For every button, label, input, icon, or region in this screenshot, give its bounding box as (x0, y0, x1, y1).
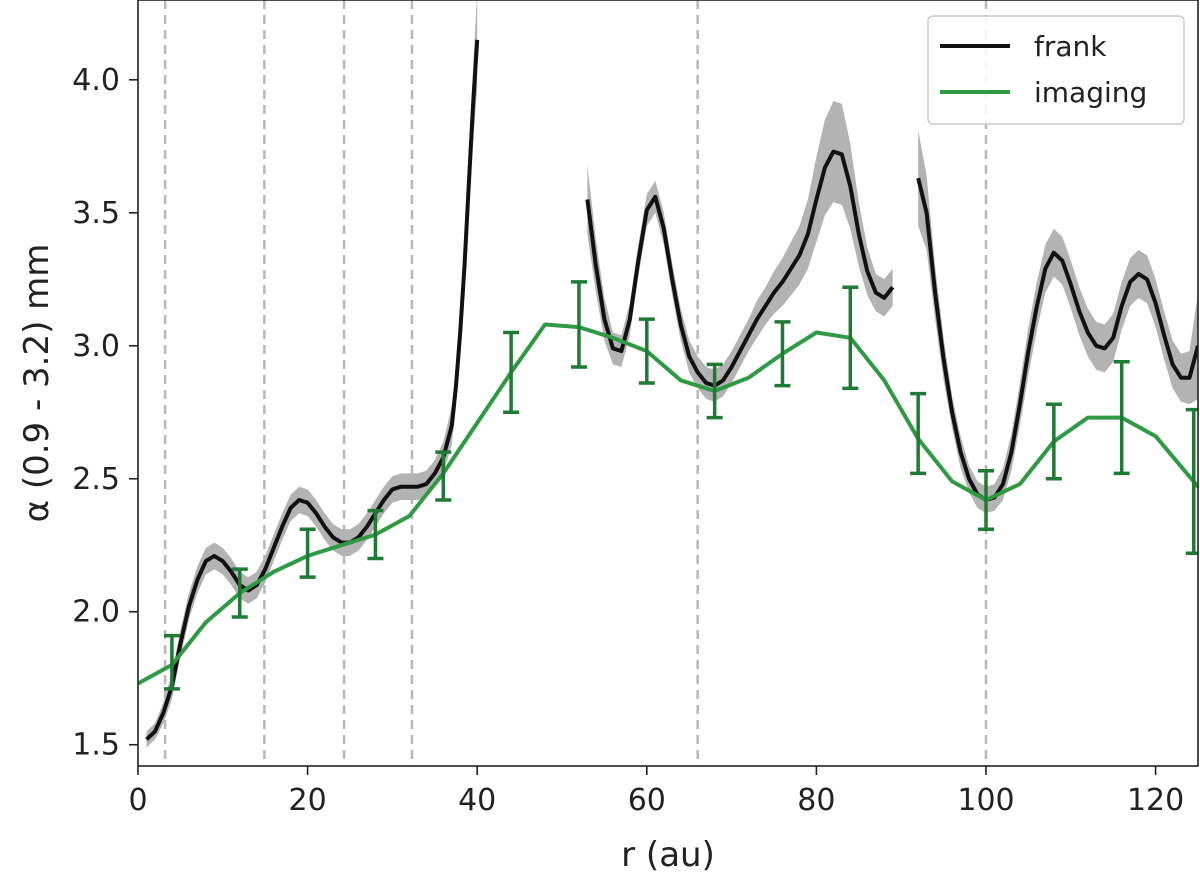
ring-gap-vertical-lines (163, 0, 988, 766)
errorbar-1 (231, 567, 248, 619)
y-tick-label-5: 4.0 (72, 63, 120, 98)
y-axis: 1.5 2.0 2.5 3.0 3.5 4.0 (72, 63, 138, 763)
errorbar-12 (978, 469, 994, 532)
errorbar-7 (638, 317, 655, 385)
plot-frame (137, 0, 1199, 767)
legend-box (927, 15, 1185, 125)
x-axis: 0 20 40 60 80 100 120 (128, 766, 1184, 818)
frank-band-1 (587, 101, 893, 402)
errorbar-11 (910, 391, 927, 476)
imaging-series (138, 322, 1198, 686)
errorbar-3 (367, 508, 384, 561)
y-tick-label-0: 1.5 (72, 728, 120, 763)
frank-line-2 (916, 177, 1198, 502)
y-tick-label-3: 3.0 (72, 329, 120, 364)
x-tick-label-1: 20 (289, 783, 327, 818)
errorbar-13 (1045, 402, 1062, 481)
frank-band-0 (146, 0, 478, 748)
errorbar-2 (299, 527, 316, 579)
x-axis-label: r (au) (621, 835, 715, 874)
x-tick-label-5: 100 (957, 783, 1014, 818)
x-tick-label-3: 60 (628, 783, 666, 818)
errorbar-8 (706, 362, 723, 420)
errorbar-9 (774, 320, 791, 388)
imaging-errorbars (163, 280, 1198, 691)
x-tick-label-0: 0 (128, 783, 147, 818)
x-tick-label-2: 40 (458, 783, 496, 818)
frank-uncertainty-bands (146, 0, 1198, 748)
legend: frank imaging (927, 15, 1185, 125)
errorbar-6 (570, 280, 587, 369)
errorbar-4 (435, 450, 452, 502)
frank-line-1 (585, 149, 895, 388)
errorbar-10 (842, 285, 859, 391)
errorbar-14 (1113, 359, 1130, 476)
errorbar-15 (1185, 407, 1198, 555)
y-tick-label-2: 2.5 (72, 462, 120, 497)
plot-area (138, 0, 1198, 748)
x-tick-label-4: 80 (797, 783, 835, 818)
legend-label-frank: frank (1034, 30, 1107, 63)
frank-series (145, 39, 1198, 741)
imaging-line (138, 322, 1198, 686)
legend-label-imaging: imaging (1034, 76, 1147, 109)
y-axis-label: α (0.9 - 3.2) mm (17, 244, 57, 523)
x-tick-label-6: 120 (1127, 783, 1184, 818)
errorbar-0 (163, 633, 180, 691)
errorbar-5 (503, 330, 520, 415)
y-tick-label-1: 2.0 (72, 595, 120, 630)
y-tick-label-4: 3.5 (72, 196, 120, 231)
